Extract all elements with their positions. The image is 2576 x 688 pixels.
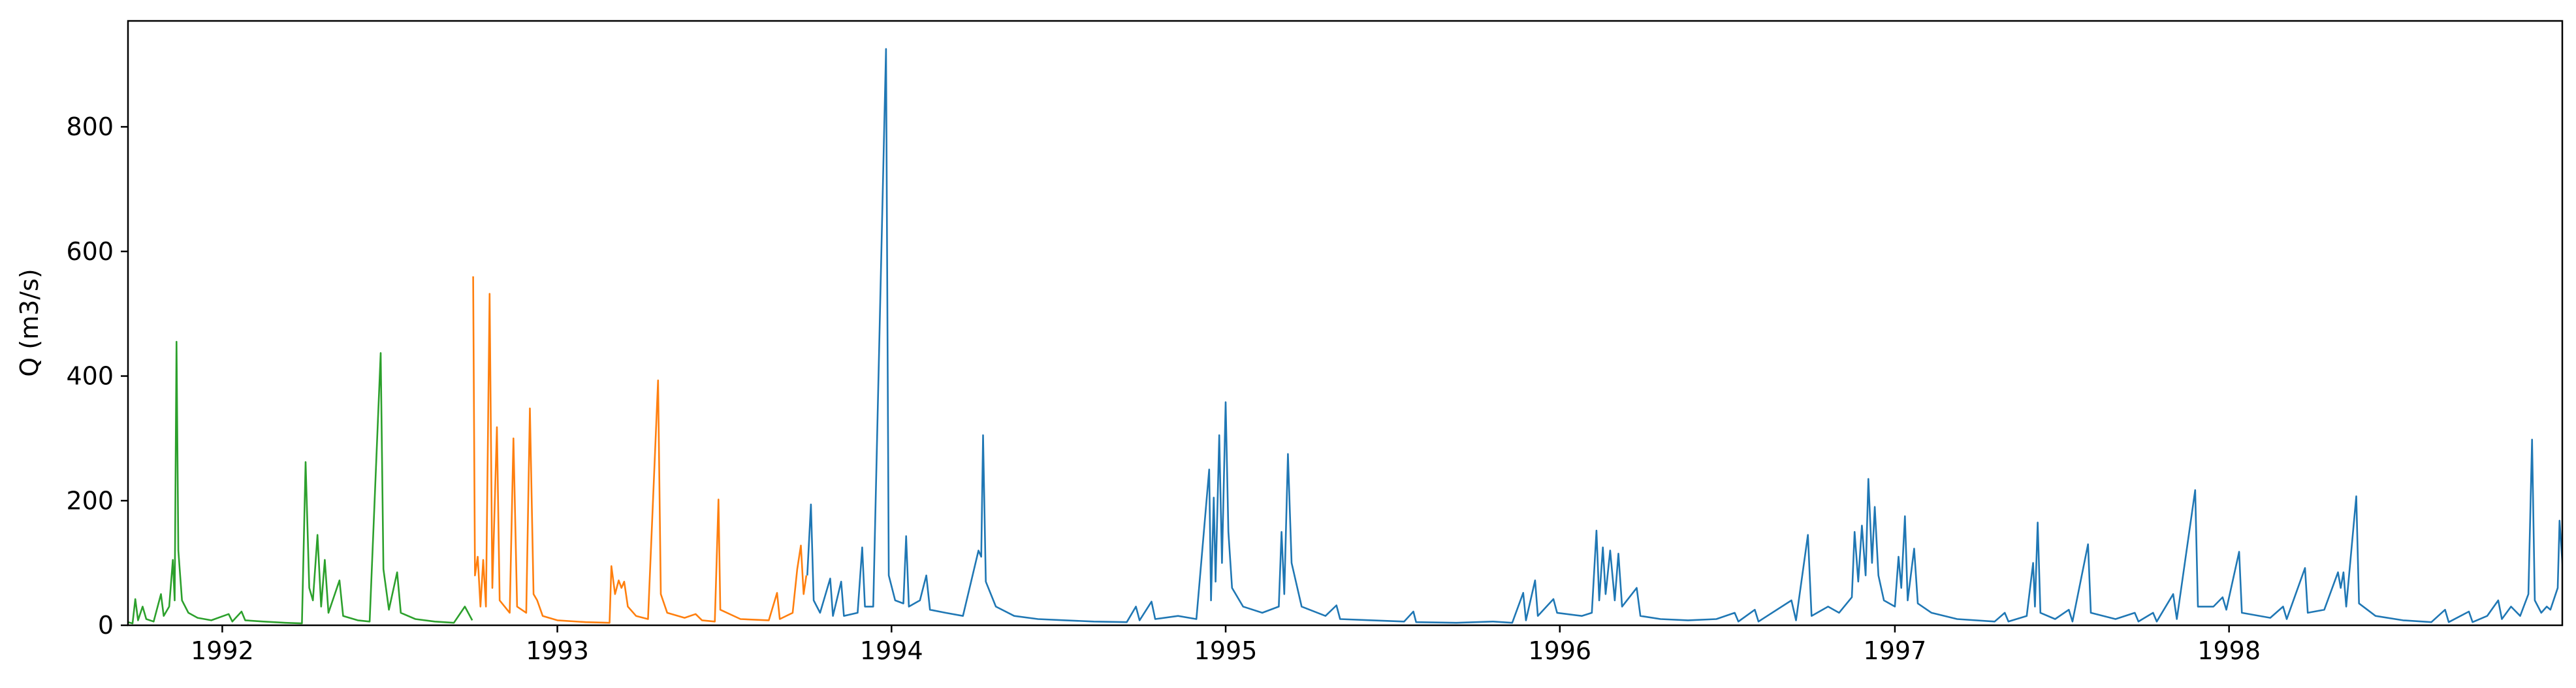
y-tick-label: 600 bbox=[66, 237, 114, 266]
series-line-1 bbox=[128, 340, 473, 625]
series-layer bbox=[128, 48, 2562, 625]
x-tick-label: 1996 bbox=[1528, 636, 1591, 665]
x-tick-label: 1998 bbox=[2197, 636, 2261, 665]
y-axis-label: Q (m3/s) bbox=[15, 269, 44, 376]
x-tick-label: 1993 bbox=[526, 636, 589, 665]
x-tick-label: 1992 bbox=[191, 636, 254, 665]
y-tick-label: 400 bbox=[66, 362, 114, 391]
x-axis-ticks: 1992 1993 1994 1995 1996 1997 1998 bbox=[191, 625, 2261, 665]
series-line-2 bbox=[472, 276, 808, 624]
y-tick-label: 200 bbox=[66, 486, 114, 515]
y-axis-ticks: 0 200 400 600 800 bbox=[66, 112, 128, 640]
y-tick-label: 0 bbox=[98, 611, 114, 640]
y-tick-label: 800 bbox=[66, 112, 114, 141]
plot-frame bbox=[127, 20, 2564, 627]
x-tick-label: 1994 bbox=[860, 636, 923, 665]
x-tick-label: 1995 bbox=[1194, 636, 1258, 665]
series-line-3 bbox=[806, 48, 2562, 624]
x-tick-label: 1997 bbox=[1864, 636, 1927, 665]
